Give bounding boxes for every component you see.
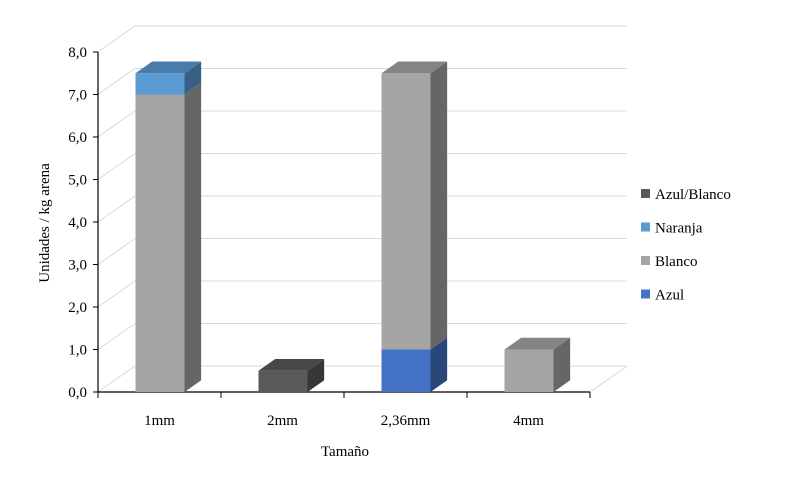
gridline-side	[97, 238, 136, 265]
legend-swatch	[641, 189, 650, 198]
bar-segment-blanco	[135, 94, 185, 392]
legend-label: Blanco	[655, 254, 698, 270]
legend-label: Naranja	[655, 221, 703, 237]
bar-side-azul	[430, 337, 448, 392]
gridline-side	[97, 68, 136, 95]
bar-side-naranja	[184, 61, 202, 95]
y-tick-label: 0,0	[68, 385, 87, 401]
y-tick-label: 2,0	[68, 300, 87, 316]
y-tick-label: 7,0	[68, 88, 87, 104]
legend-label: Azul/Blanco	[655, 187, 731, 203]
legend-swatch	[641, 289, 650, 299]
bar-side-blanco	[184, 82, 202, 393]
legend-swatch	[641, 256, 650, 265]
x-axis-title: Tamaño	[321, 444, 369, 460]
bar-side-blanco	[430, 61, 448, 350]
x-tick-label: 4mm	[513, 413, 544, 429]
y-tick-label: 4,0	[68, 215, 87, 231]
bar-segment-blanco	[381, 73, 431, 350]
y-tick-label: 1,0	[68, 343, 87, 359]
y-tick-label: 8,0	[68, 45, 87, 61]
bar-top-blanco	[504, 337, 571, 350]
legend-label: Azul	[655, 288, 684, 304]
gridline-side	[97, 110, 136, 138]
y-tick-label: 6,0	[68, 130, 87, 146]
gridline-side	[97, 153, 136, 180]
bar-segment-azul-blanco	[258, 370, 308, 392]
bar-side-blanco	[553, 337, 571, 392]
bar-top-blanco	[381, 61, 448, 74]
gridline-side	[97, 195, 136, 223]
x-tick-label: 2,36mm	[381, 413, 431, 429]
gridlines	[97, 25, 628, 393]
x-tick-label: 1mm	[144, 413, 175, 429]
legend: Azul/Blanco Naranja Blanco Azul	[641, 187, 731, 304]
bar-segment-naranja	[135, 73, 185, 95]
gridline-side	[97, 365, 136, 393]
bars	[135, 61, 571, 393]
x-tick-label: 2mm	[267, 413, 298, 429]
gridline-side	[97, 25, 136, 53]
bar-segment-blanco	[504, 349, 554, 392]
bar-side-azul-blanco	[307, 359, 325, 392]
tick-labels: 0,0 1,0 2,0 3,0 4,0 5,0 6,0 7,0 8,0 1mm 2mm 2,36mm 4…	[68, 45, 544, 429]
floor-right-line	[589, 365, 628, 393]
bar-segment-azul	[381, 349, 431, 392]
bar-top-naranja	[135, 61, 202, 74]
gridline-side	[97, 323, 136, 350]
bar-top-azul-blanco	[258, 359, 325, 371]
y-tick-label: 3,0	[68, 258, 87, 274]
y-axis-title: Unidades / kg arena	[37, 163, 53, 283]
y-tick-label: 5,0	[68, 173, 87, 189]
gridline-side	[97, 280, 136, 308]
legend-swatch	[641, 222, 650, 232]
